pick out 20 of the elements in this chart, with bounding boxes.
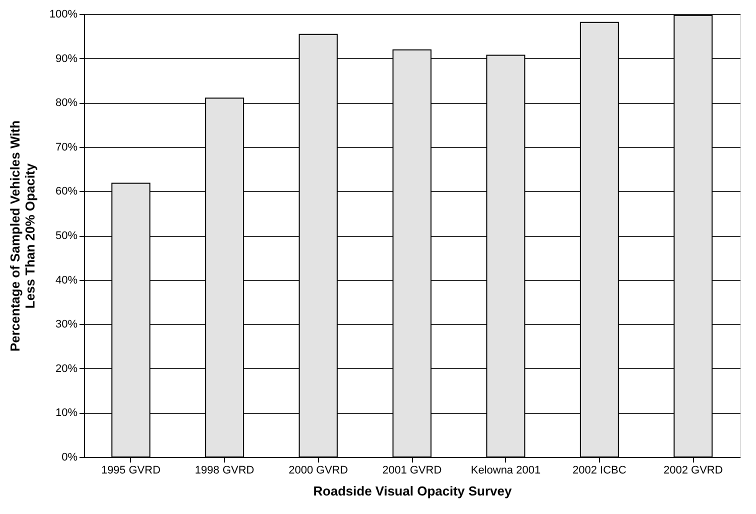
y-tick-label: 60%: [55, 186, 78, 198]
x-axis-title: Roadside Visual Opacity Survey: [313, 484, 512, 498]
x-tick-label: 1995 GVRD: [101, 464, 161, 476]
y-axis-title: Percentage of Sampled Vehicles With Less Than 20% Opacity: [7, 120, 38, 352]
y-tick-label: 90%: [55, 52, 78, 65]
y-tick-label: 20%: [55, 362, 78, 375]
y-tick-label: 50%: [55, 230, 78, 242]
y-tick-label: 80%: [55, 97, 78, 110]
x-tick-label: 1998 GVRD: [194, 464, 254, 476]
y-tick-label: 10%: [55, 407, 78, 420]
y-tick-label: 0%: [62, 452, 78, 464]
x-tick-label: 2002 ICBC: [572, 464, 626, 476]
x-tick-label: Kelowna 2001: [470, 464, 541, 476]
y-tick-label: 40%: [55, 274, 78, 286]
y-tick-label: 100%: [49, 8, 78, 20]
x-tick-label: 2001 GVRD: [382, 464, 442, 476]
y-tick-label: 30%: [55, 318, 78, 331]
x-tick-label: 2002 GVRD: [663, 464, 723, 476]
y-tick-label: 70%: [55, 141, 78, 154]
x-tick-label: 2000 GVRD: [288, 464, 348, 476]
